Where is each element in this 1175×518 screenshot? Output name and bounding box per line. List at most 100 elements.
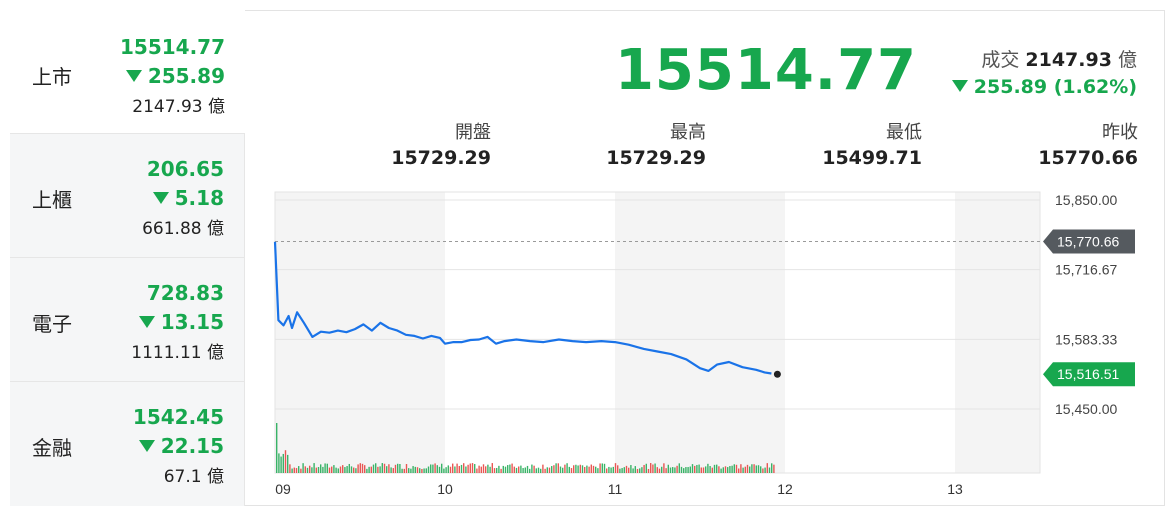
volume-bar <box>445 467 447 473</box>
stat-open-label: 開盤 <box>455 122 491 143</box>
y-tick-label: 15,450.00 <box>1055 401 1117 417</box>
volume-bar <box>463 463 465 473</box>
volume-bar <box>500 468 502 473</box>
volume-bar <box>557 463 559 473</box>
volume-bar <box>729 466 731 473</box>
last-badge-shape <box>1043 362 1135 387</box>
volume-bar <box>628 467 630 473</box>
volume-bar <box>540 468 542 473</box>
volume-bar <box>280 456 282 473</box>
volume-bar <box>740 464 742 473</box>
volume-bar <box>667 464 669 473</box>
volume-bar <box>687 467 689 473</box>
sidebar-item-name: 金融 <box>32 436 72 460</box>
volume-bar <box>368 466 370 473</box>
x-tick-label: 10 <box>437 481 453 497</box>
sidebar-item-value: 728.83 <box>146 281 224 305</box>
volume-bar <box>370 466 372 473</box>
volume-bar <box>339 466 342 473</box>
volume-bar <box>617 465 619 473</box>
volume-bar <box>328 467 331 473</box>
volume-bar <box>645 463 647 473</box>
volume-bar <box>471 463 474 473</box>
volume-bar <box>749 466 751 473</box>
volume-bar <box>306 467 309 473</box>
down-triangle-icon <box>951 79 968 92</box>
main-price: 15514.77 <box>614 38 917 103</box>
volume-bar <box>515 467 518 473</box>
sidebar-item-name: 電子 <box>32 312 72 336</box>
volume-bar <box>546 467 548 473</box>
volume-bar <box>392 468 394 473</box>
volume-bar <box>746 464 749 473</box>
reference-price-badge: 15,770.66 <box>1043 229 1135 254</box>
sidebar-item-finance[interactable]: 金融 1542.45 22.15 67.1 億 <box>10 382 245 506</box>
volume-bar <box>419 468 421 473</box>
volume-bar <box>630 465 632 473</box>
volume-bar <box>454 466 456 473</box>
session-band <box>275 192 445 473</box>
volume-bar <box>755 465 757 473</box>
volume-bar <box>718 466 720 473</box>
volume-bar <box>337 468 339 473</box>
stat-low-value: 15499.71 <box>822 147 922 169</box>
volume-bar <box>359 463 361 473</box>
volume-bar <box>584 466 586 473</box>
volume-bar <box>309 465 311 473</box>
volume-bar <box>680 466 683 473</box>
volume-bar <box>535 468 537 473</box>
volume-bar <box>672 467 674 473</box>
volume-bar <box>315 467 317 473</box>
reference-badge-shape <box>1043 229 1135 254</box>
volume-bar <box>421 468 423 473</box>
volume-bar <box>427 466 430 473</box>
volume-bar <box>335 467 337 473</box>
last-price-badge: 15,516.51 <box>1043 362 1135 387</box>
volume-bar <box>311 467 313 473</box>
volume-bar <box>487 464 489 473</box>
turnover: 成交 2147.93 億 <box>981 49 1137 71</box>
y-tick-label: 15,583.33 <box>1055 331 1117 347</box>
volume-bar <box>577 465 579 473</box>
volume-bar <box>753 464 755 473</box>
volume-bars <box>276 423 775 473</box>
sidebar-item-otc[interactable]: 上櫃 206.65 5.18 661.88 億 <box>10 134 245 258</box>
sidebar-item-name: 上櫃 <box>32 188 72 212</box>
volume-bar <box>480 466 482 473</box>
volume-bar <box>661 466 663 473</box>
volume-bar <box>727 467 729 473</box>
volume-bar <box>599 463 601 473</box>
volume-bar <box>498 465 500 473</box>
volume-bar <box>760 466 762 473</box>
volume-bar <box>317 467 320 473</box>
volume-bar <box>562 467 564 473</box>
volume-bar <box>416 467 419 473</box>
volume-bar <box>478 465 480 473</box>
volume-bar <box>366 468 368 473</box>
volume-bar <box>302 463 304 473</box>
volume-bar <box>361 463 364 473</box>
volume-bar <box>456 463 458 473</box>
volume-bar <box>658 468 661 473</box>
sidebar-item-listed[interactable]: 上市 15514.77 255.89 2147.93 億 <box>10 10 245 134</box>
x-tick-label: 12 <box>777 481 793 497</box>
sidebar-item-electronics[interactable]: 電子 728.83 13.15 1111.11 億 <box>10 258 245 382</box>
volume-bar <box>632 468 634 473</box>
sidebar-item-change: 13.15 <box>138 310 224 334</box>
volume-bar <box>621 468 623 473</box>
volume-bar <box>504 466 507 473</box>
volume-bar <box>295 468 298 473</box>
volume-bar <box>447 465 449 473</box>
volume-bar <box>614 463 617 473</box>
volume-bar <box>700 467 702 473</box>
volume-bar <box>683 468 685 473</box>
volume-bar <box>738 468 740 473</box>
volume-bar <box>300 468 302 473</box>
volume-bar <box>610 467 612 473</box>
volume-bar <box>694 465 696 473</box>
volume-bar <box>344 467 346 473</box>
volume-bar <box>379 466 381 473</box>
volume-bar <box>511 463 513 473</box>
volume-bar <box>372 464 375 473</box>
